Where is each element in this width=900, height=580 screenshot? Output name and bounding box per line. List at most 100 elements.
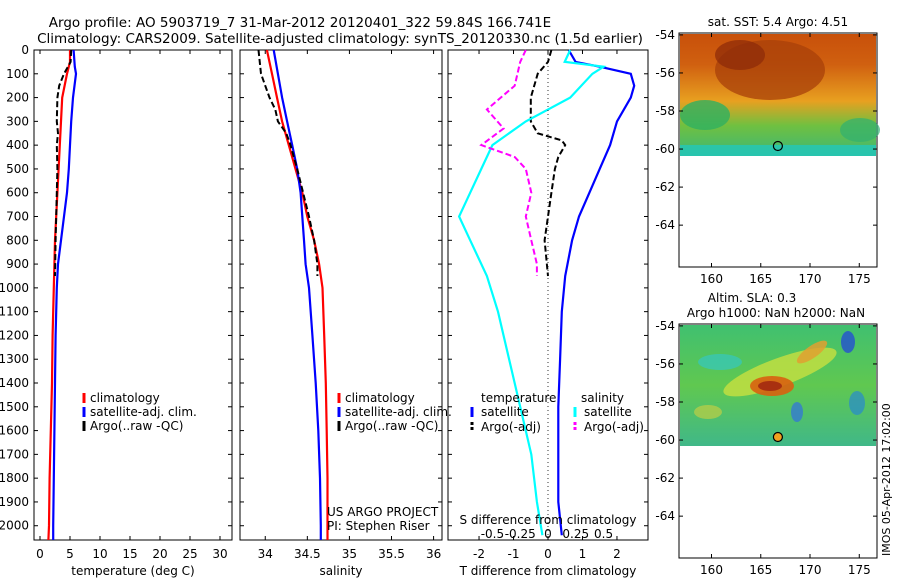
x-tick-label: 0 xyxy=(36,547,44,561)
series-line-t-argo-adj- xyxy=(529,49,567,277)
lat-tick-label: -62 xyxy=(655,180,675,194)
legend-label: satellite xyxy=(481,405,529,419)
x-tick-label: 35 xyxy=(342,547,357,561)
series-line-t-satellite xyxy=(557,49,636,536)
depth-tick-label: 1400 xyxy=(0,376,29,390)
sst-heatmap xyxy=(680,34,880,156)
legend-label: satellite-adj. clim. xyxy=(345,405,452,419)
depth-tick-label: 300 xyxy=(6,114,29,128)
t-difference-axis: -2 -1 0 1 2 xyxy=(473,50,621,561)
depth-tick-label: 1200 xyxy=(0,328,29,342)
depth-tick-label: 600 xyxy=(6,186,29,200)
sla-map-axes: -54 -56 -58 -60 -62 -64 160 165 170 175 xyxy=(655,319,877,577)
depth-tick-label: 1500 xyxy=(0,400,29,414)
x-tick-label: 2 xyxy=(613,547,621,561)
legend-label: climatology xyxy=(345,391,415,405)
lon-tick-label: 160 xyxy=(700,563,723,577)
lat-tick-label: -58 xyxy=(655,395,675,409)
legend-label: climatology xyxy=(90,391,160,405)
series-line-s-argo-adj- xyxy=(479,49,538,276)
sst-map-panel: sat. SST: 5.4 Argo: 4.51 -54 -56 -58 -60 -62… xyxy=(655,15,880,286)
x-tick-label: -2 xyxy=(473,547,485,561)
temperature-plot-frame xyxy=(33,49,233,541)
x-tick-label: 30 xyxy=(212,547,227,561)
lat-tick-label: -64 xyxy=(655,509,675,523)
s-tick-label: -0.5 xyxy=(481,527,504,541)
sla-cyan-patch xyxy=(698,354,742,370)
series-line-satellite-adj-clim- xyxy=(272,49,322,540)
x-tick-label: 25 xyxy=(182,547,197,561)
salinity-plot-frame xyxy=(239,49,443,541)
lat-tick-label: -54 xyxy=(655,28,675,42)
legend-label: Argo(-adj) xyxy=(584,420,644,434)
sla-high-core xyxy=(758,381,782,391)
lon-tick-label: 175 xyxy=(848,563,871,577)
lon-tick-label: 170 xyxy=(799,563,822,577)
x-tick-label: 15 xyxy=(122,547,137,561)
lon-tick-label: 175 xyxy=(848,272,871,286)
sst-cool-patch xyxy=(680,100,730,130)
x-tick-label: 0 xyxy=(544,547,552,561)
depth-tick-label: 800 xyxy=(6,233,29,247)
series-line-s-satellite xyxy=(457,49,607,536)
lat-tick-label: -64 xyxy=(655,218,675,232)
lat-tick-label: -58 xyxy=(655,104,675,118)
legend-header: temperature xyxy=(481,391,556,405)
depth-tick-label: 400 xyxy=(6,138,29,152)
depth-tick-label: 700 xyxy=(6,210,29,224)
x-tick-label: -1 xyxy=(508,547,520,561)
sst-map-axes: -54 -56 -58 -60 -62 -64 160 165 170 175 xyxy=(655,28,877,286)
salinity-axis-label: salinity xyxy=(319,564,362,578)
sla-heatmap xyxy=(680,325,876,446)
x-tick-label: 20 xyxy=(152,547,167,561)
project-annotation: US ARGO PROJECT xyxy=(327,505,439,519)
sla-ridge xyxy=(796,340,828,364)
sla-yellow-patch xyxy=(694,405,722,419)
salinity-axis: 34 34.5 35 35.5 36 xyxy=(258,50,441,561)
legend-label: Argo(..raw -QC) xyxy=(345,419,438,433)
salinity-panel: 34 34.5 35 35.5 36 climatologysatellite-adj.… xyxy=(239,49,452,578)
sla-low-anomaly-2 xyxy=(791,402,803,422)
depth-tick-label: 1600 xyxy=(0,424,29,438)
depth-tick-label: 1300 xyxy=(0,352,29,366)
s-difference-axis-label: S difference from climatology xyxy=(460,513,637,527)
x-tick-label: 34 xyxy=(258,547,273,561)
difference-legend: temperature salinitysatelliteArgo(-adj)sa… xyxy=(470,391,644,434)
depth-axis: 0 100 200 300 400 500 600 700 800 900 1000 1100 1200… xyxy=(0,43,648,533)
x-tick-label: 36 xyxy=(426,547,441,561)
lon-tick-label: 160 xyxy=(700,272,723,286)
argo-float-marker xyxy=(772,431,784,443)
lon-tick-label: 165 xyxy=(749,272,772,286)
s-tick-label: 0.25 xyxy=(562,527,589,541)
difference-profiles xyxy=(457,49,636,540)
lat-tick-label: -56 xyxy=(655,357,675,371)
x-tick-label: 1 xyxy=(579,547,587,561)
sla-map-subtitle: Argo h1000: NaN h2000: NaN xyxy=(687,306,865,320)
lat-tick-label: -60 xyxy=(655,142,675,156)
lat-tick-label: -62 xyxy=(655,471,675,485)
depth-tick-label: 0 xyxy=(21,43,29,57)
temperature-axis: 0 5 10 15 20 25 30 xyxy=(36,50,228,561)
series-line-climatology xyxy=(265,49,329,540)
figure-title-line2: Climatology: CARS2009. Satellite-adjuste… xyxy=(37,31,643,47)
legend-label: Argo(..raw -QC) xyxy=(90,419,183,433)
x-tick-label: 5 xyxy=(66,547,74,561)
s-tick-label: 0.5 xyxy=(594,527,613,541)
series-line-climatology xyxy=(47,50,72,541)
depth-tick-label: 500 xyxy=(6,162,29,176)
lat-tick-label: -56 xyxy=(655,66,675,80)
depth-tick-label: 1800 xyxy=(0,471,29,485)
figure-title-line1: Argo profile: AO 5903719_7 31-Mar-2012 2… xyxy=(49,15,551,31)
depth-tick-label: 1700 xyxy=(0,447,29,461)
sla-map-title: Altim. SLA: 0.3 xyxy=(708,291,796,305)
x-tick-label: 10 xyxy=(92,547,107,561)
legend-label: Argo(-adj) xyxy=(481,420,541,434)
s-tick-label: -0.25 xyxy=(505,527,536,541)
depth-tick-label: 900 xyxy=(6,257,29,271)
depth-tick-label: 1900 xyxy=(0,495,29,509)
x-tick-label: 34.5 xyxy=(294,547,321,561)
depth-tick-label: 2000 xyxy=(0,519,29,533)
s-difference-axis: -0.5 -0.25 0 0.25 0.5 xyxy=(481,527,613,541)
